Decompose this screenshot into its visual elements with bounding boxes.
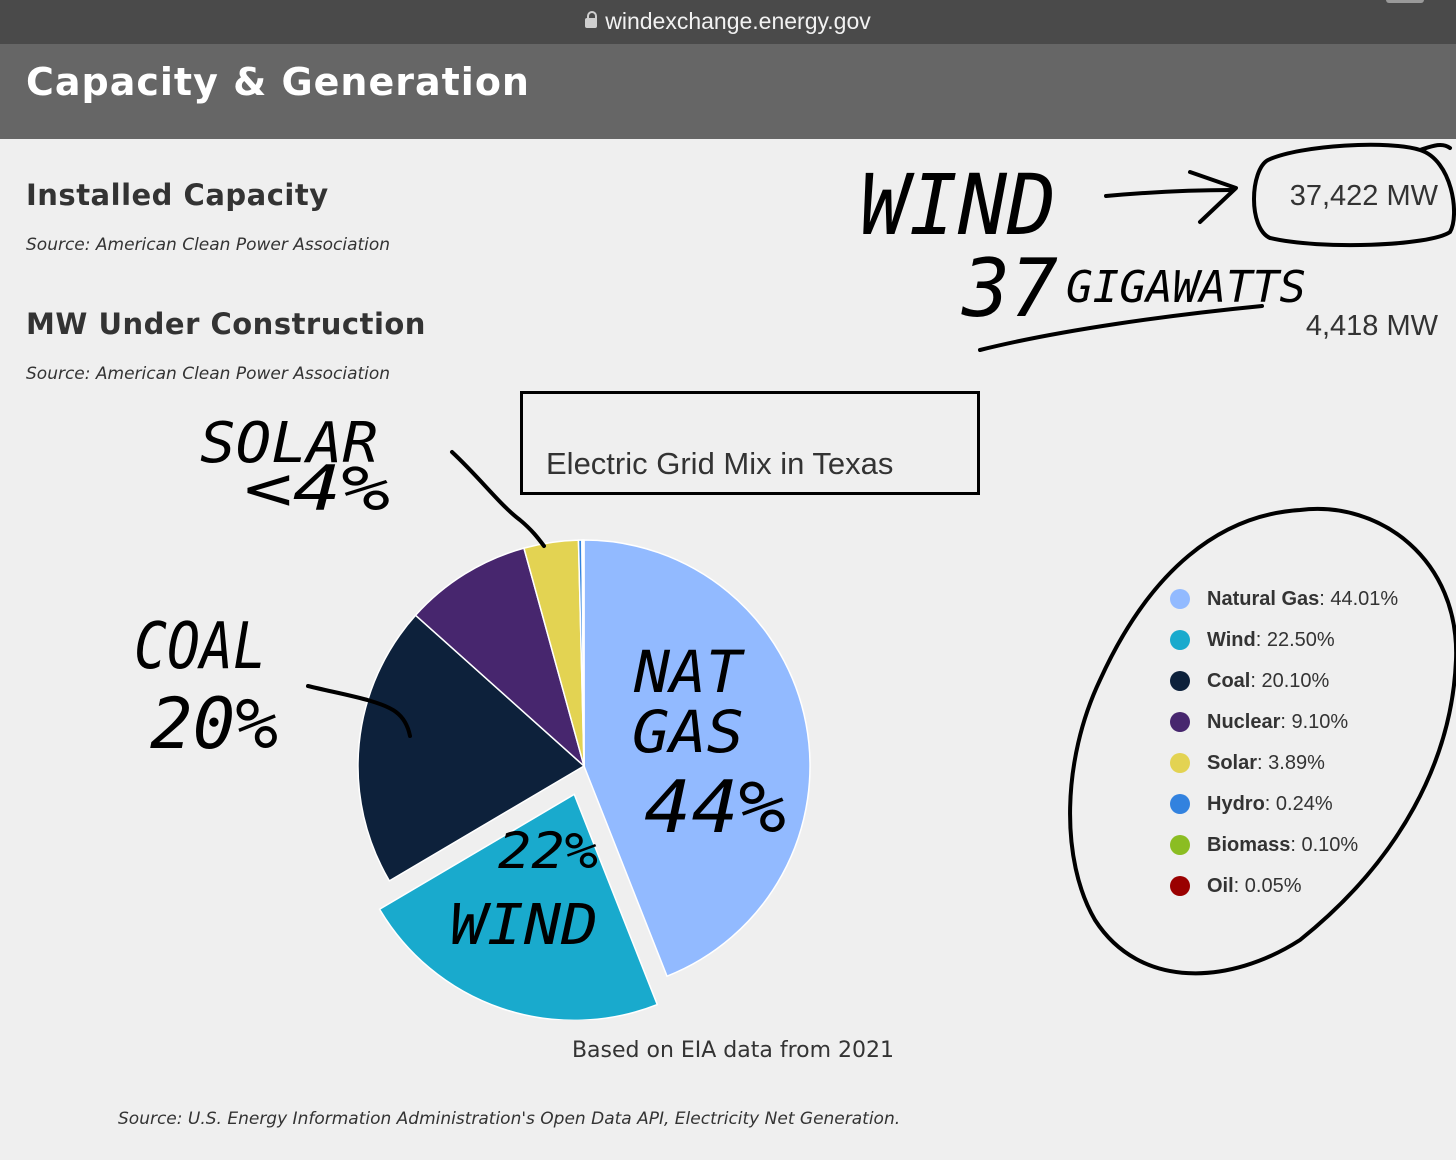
legend-item-wind[interactable]: Wind: 22.50% — [1168, 626, 1398, 667]
legend-dot-icon — [1170, 835, 1190, 855]
section-header: Capacity & Generation — [0, 44, 1456, 139]
legend-series-name: Hydro — [1207, 793, 1265, 815]
legend-series-name: Natural Gas — [1207, 588, 1320, 610]
legend-dot-icon — [1170, 876, 1190, 896]
chart-source: Source: U.S. Energy Information Administ… — [118, 1109, 901, 1129]
legend-series-name: Wind — [1207, 629, 1256, 651]
legend-item-oil[interactable]: Oil: 0.05% — [1168, 872, 1398, 913]
under-construction-source: Source: American Clean Power Association — [26, 364, 391, 384]
annotation-wind: WIND — [860, 156, 1056, 254]
grid-mix-pie-chart — [357, 539, 811, 1020]
annotation-solar: SOLAR — [200, 411, 378, 476]
annotation-coal: COAL — [134, 610, 266, 684]
legend-item-hydro[interactable]: Hydro: 0.24% — [1168, 790, 1398, 831]
chart-legend: Natural Gas: 44.01% Wind: 22.50% Coal: 20.… — [1168, 585, 1398, 913]
legend-item-biomass[interactable]: Biomass: 0.10% — [1168, 831, 1398, 872]
legend-series-value: : 0.10% — [1290, 834, 1359, 856]
annotation-coal-pct: 20% — [150, 683, 278, 765]
legend-series-value: : 22.50% — [1255, 629, 1335, 651]
annotation-nat: NAT — [633, 638, 745, 706]
legend-item-solar[interactable]: Solar: 3.89% — [1168, 749, 1398, 790]
pie-slice-nuclear[interactable] — [414, 547, 586, 769]
annotation-gigawatts: GIGAWATTS — [1066, 262, 1306, 313]
legend-series-name: Nuclear — [1207, 711, 1281, 733]
annotation-37: 37 — [961, 242, 1058, 335]
legend-series-name: Solar — [1207, 752, 1258, 774]
legend-item-natural-gas[interactable]: Natural Gas: 44.01% — [1168, 585, 1398, 626]
annotation-natgas-pct: 44% — [644, 765, 786, 849]
capacity-circle — [1252, 142, 1456, 248]
legend-series-value: : 20.10% — [1250, 670, 1330, 692]
legend-item-nuclear[interactable]: Nuclear: 9.10% — [1168, 708, 1398, 749]
installed-capacity-value: 37,422 MW — [1289, 180, 1438, 212]
pie-slice-oil[interactable] — [582, 539, 585, 767]
annotation-wind-label: WIND — [450, 893, 598, 958]
legend-dot-icon — [1170, 671, 1190, 691]
chart-footnote: Based on EIA data from 2021 — [571, 1038, 895, 1063]
tab-indicator — [1386, 0, 1424, 3]
gigawatts-underline — [978, 304, 1264, 352]
browser-url-bar[interactable]: windexchange.energy.gov — [0, 0, 1456, 44]
legend-series-value: : 44.01% — [1319, 588, 1399, 610]
legend-dot-icon — [1170, 794, 1190, 814]
solar-pointer — [450, 450, 546, 548]
legend-series-name: Oil — [1207, 875, 1234, 897]
installed-capacity-source: Source: American Clean Power Association — [26, 235, 391, 255]
lock-icon — [585, 11, 598, 28]
chart-title: Electric Grid Mix in Texas — [546, 446, 894, 481]
legend-series-value: : 0.24% — [1264, 793, 1333, 815]
under-construction-value: 4,418 MW — [1305, 310, 1438, 342]
annotation-gas: GAS — [632, 698, 744, 766]
chart-title-box — [520, 391, 980, 495]
legend-dot-icon — [1170, 712, 1190, 732]
legend-series-value: : 0.05% — [1233, 875, 1302, 897]
legend-series-name: Biomass — [1207, 834, 1291, 856]
legend-series-value: : 3.89% — [1257, 752, 1325, 774]
pie-slice-wind[interactable] — [378, 793, 659, 1020]
legend-series-value: : 9.10% — [1280, 711, 1349, 733]
legend-dot-icon — [1170, 589, 1190, 609]
legend-dot-icon — [1170, 630, 1190, 650]
wind-arrow-head — [1188, 170, 1238, 224]
pie-slice-natural-gas[interactable] — [583, 539, 811, 978]
pie-slice-coal[interactable] — [357, 614, 586, 882]
coal-pointer — [306, 684, 412, 738]
page-title: Capacity & Generation — [26, 60, 530, 104]
under-construction-label: MW Under Construction — [26, 307, 426, 341]
wind-arrow-shaft — [1104, 188, 1234, 198]
url-text: windexchange.energy.gov — [605, 8, 871, 34]
annotation-wind-pct: 22% — [498, 822, 598, 880]
legend-dot-icon — [1170, 753, 1190, 773]
url-display[interactable]: windexchange.energy.gov — [0, 8, 1456, 35]
legend-circle — [1068, 506, 1456, 976]
annotation-solar-pct: <4% — [244, 452, 390, 525]
legend-series-name: Coal — [1207, 670, 1251, 692]
installed-capacity-label: Installed Capacity — [26, 178, 329, 212]
legend-item-coal[interactable]: Coal: 20.10% — [1168, 667, 1398, 708]
